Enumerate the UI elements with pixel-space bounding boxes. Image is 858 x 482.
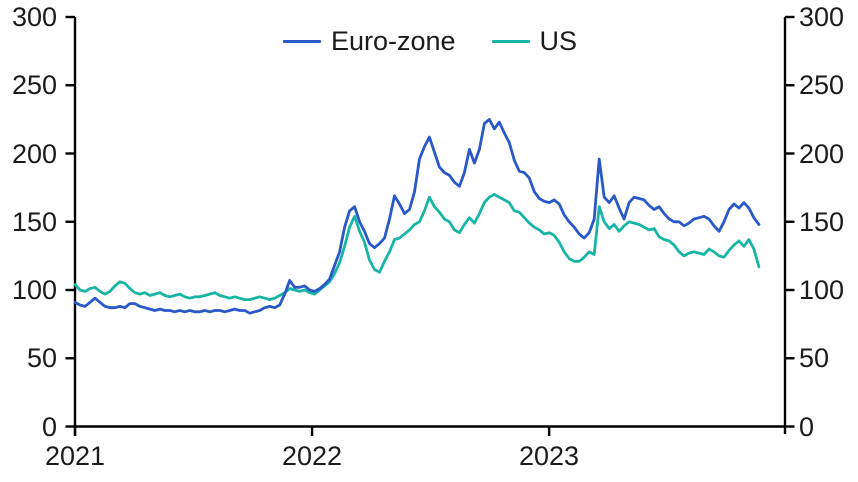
y-axis-label-left: 300 (11, 2, 57, 32)
y-axis-label-right: 250 (799, 70, 845, 100)
y-axis-label-right: 200 (799, 139, 845, 169)
us-line (73, 192, 761, 302)
y-axis-label-left: 200 (11, 139, 57, 169)
y-axis-label-right: 100 (799, 275, 845, 305)
y-axis-label-right: 0 (799, 412, 815, 442)
y-axis-label-right: 150 (799, 207, 845, 237)
legend-label-euro-zone: Euro-zone (330, 26, 456, 56)
series-lines (73, 118, 761, 315)
us-line-swatch (491, 40, 530, 43)
y-axis-label-left: 100 (11, 275, 57, 305)
axes (65, 15, 795, 436)
legend: Euro-zone US (75, 26, 785, 57)
y-axis-label-left: 250 (11, 70, 57, 100)
y-axis-label-right: 50 (799, 343, 830, 373)
legend-item-us: US (491, 26, 578, 57)
y-axis-label-left: 50 (26, 343, 57, 373)
y-axis-label-left: 0 (41, 412, 57, 442)
y-axis-label-left: 150 (11, 207, 57, 237)
y-axis-label-right: 300 (799, 2, 845, 32)
x-axis-label: 2023 (518, 441, 580, 471)
x-axis-label: 2022 (281, 441, 343, 471)
legend-label-us: US (539, 26, 578, 56)
euro-zone-line (73, 118, 761, 315)
legend-item-euro-zone: Euro-zone (282, 26, 456, 57)
euro-zone-line-swatch (282, 40, 321, 43)
x-axis-label: 2021 (44, 441, 106, 471)
